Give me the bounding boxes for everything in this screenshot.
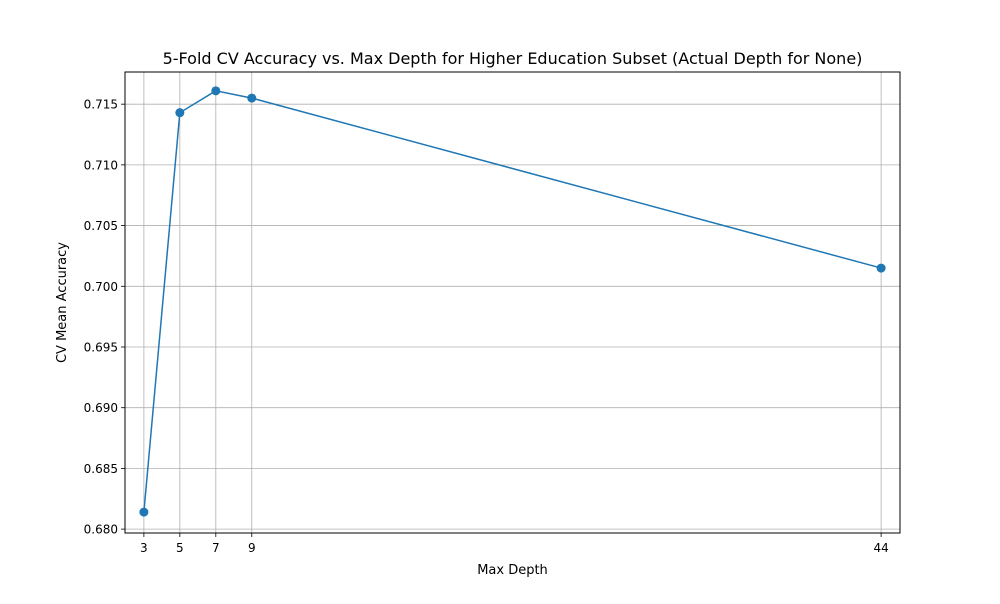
x-tick-label: 44 — [873, 541, 888, 555]
grid — [125, 72, 900, 533]
plot-frame — [124, 71, 901, 534]
y-axis-label: CV Mean Accuracy — [55, 242, 70, 363]
ticks: 3 5 7 9 44 0.680 0.685 0.690 0.695 0.700 0.705 0.71… — [84, 98, 889, 555]
y-tick-label: 0.680 — [84, 523, 118, 537]
data-point — [211, 86, 221, 96]
x-axis-label: Max Depth — [477, 563, 548, 578]
data-point — [247, 93, 257, 103]
data-point — [175, 108, 185, 118]
y-tick-label: 0.710 — [84, 158, 118, 172]
y-tick-label: 0.690 — [84, 401, 118, 415]
data-point — [139, 507, 149, 517]
x-tick-label: 3 — [140, 541, 148, 555]
y-tick-label: 0.700 — [84, 280, 118, 294]
y-tick-label: 0.715 — [84, 98, 118, 112]
x-tick-label: 9 — [248, 541, 256, 555]
y-tick-label: 0.705 — [84, 219, 118, 233]
series — [139, 86, 886, 517]
y-tick-label: 0.695 — [84, 340, 118, 354]
x-tick-label: 5 — [176, 541, 184, 555]
chart-title: 5-Fold CV Accuracy vs. Max Depth for Hig… — [163, 49, 863, 68]
y-tick-label: 0.685 — [84, 462, 118, 476]
x-tick-label: 7 — [212, 541, 220, 555]
data-point — [876, 263, 886, 273]
